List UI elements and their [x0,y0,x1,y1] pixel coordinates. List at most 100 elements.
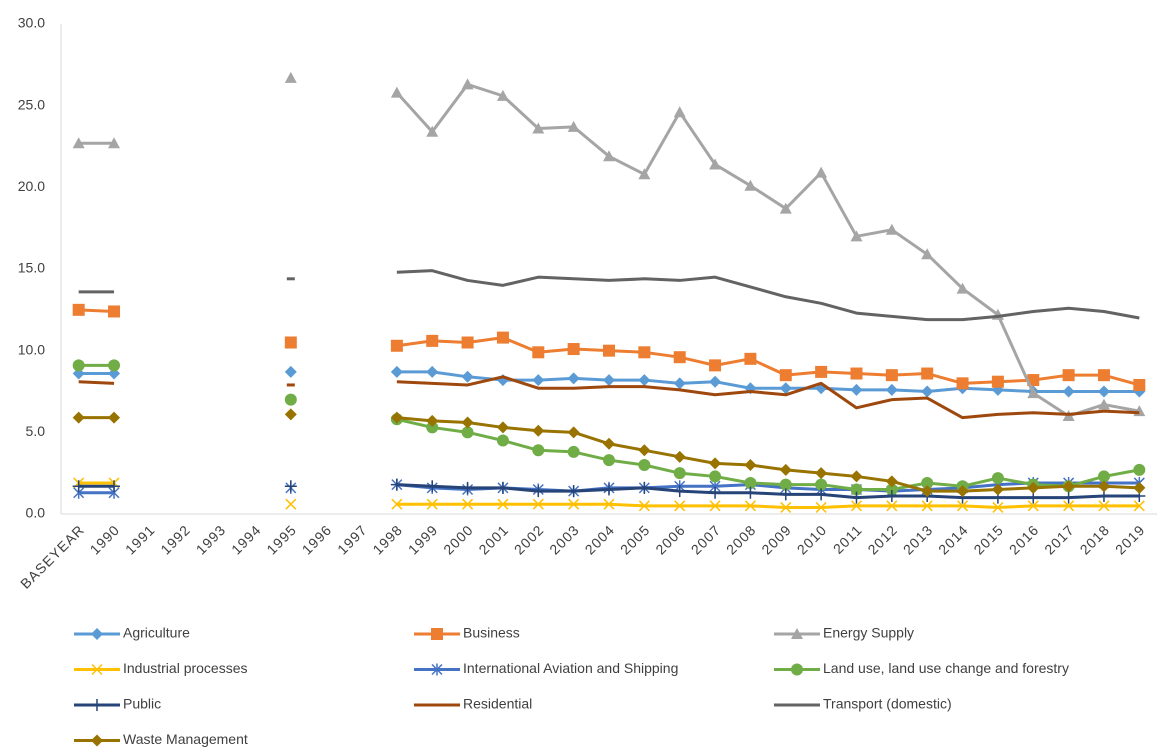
marker [390,339,403,352]
marker [850,500,863,512]
series [72,408,1146,498]
marker [674,500,686,512]
marker [709,500,721,512]
marker [815,501,827,513]
x-tick-label: 2013 [900,521,936,557]
marker [673,450,686,463]
marker [461,426,474,439]
legend-label: Waste Management [123,731,248,747]
series [78,269,1140,322]
marker [284,71,297,83]
marker [496,434,509,447]
marker [567,343,580,356]
marker [426,414,439,427]
legend-item: Residential [414,696,532,712]
x-tick-label: 2008 [723,521,759,557]
x-tick-label: 2019 [1112,521,1148,557]
marker [108,480,121,493]
marker [744,352,757,365]
marker [815,467,828,480]
marker [1097,369,1110,382]
marker [1133,500,1145,512]
marker [885,369,898,382]
marker [461,370,474,383]
marker [850,491,863,504]
marker [956,377,969,390]
marker [284,408,297,421]
marker [1063,500,1075,512]
marker [461,78,474,90]
marker [567,485,580,498]
legend-item: International Aviation and Shipping [414,660,678,676]
marker [638,168,651,180]
marker [991,472,1004,485]
marker [532,485,545,498]
legend-item: Agriculture [74,625,190,641]
x-tick-label: 2018 [1077,521,1113,557]
marker [603,437,615,450]
x-tick-label: 2004 [582,521,618,557]
marker [1133,481,1146,494]
legend-item: Waste Management [74,731,248,747]
marker [673,485,686,498]
marker [461,481,474,494]
marker [390,86,403,98]
marker [850,483,863,496]
x-tick-label: 1998 [369,521,405,557]
marker [426,125,439,137]
marker [815,488,828,501]
legend-item: Public [74,696,161,712]
marker [709,486,722,499]
marker [638,346,651,359]
legend-label: Public [123,696,161,712]
x-tick-label: 2011 [830,521,865,556]
marker [1027,387,1040,399]
marker [921,385,934,398]
marker [567,445,580,458]
marker [956,485,969,498]
marker [431,628,443,640]
x-tick-label: 2009 [758,521,794,557]
marker [72,480,85,493]
marker [638,444,651,457]
marker [108,411,121,424]
marker [567,120,580,132]
legend-label: International Aviation and Shipping [463,660,678,676]
x-tick-label: BASEYEAR [17,521,87,591]
y-tick-label: 0.0 [26,505,46,521]
marker [390,365,403,378]
marker [886,500,898,512]
marker [390,478,403,491]
marker [72,303,85,316]
marker [638,374,651,387]
marker [709,158,722,170]
marker [921,500,933,512]
series-line [78,375,1140,420]
marker [1133,378,1146,391]
y-tick-label: 10.0 [18,341,45,357]
marker [391,498,403,510]
marker [709,470,722,483]
legend-item: Transport (domestic) [774,696,952,712]
x-tick-label: 1999 [405,521,441,557]
legend-item: Industrial processes [74,660,248,676]
x-tick-label: 1990 [87,521,123,557]
legend-label: Transport (domestic) [823,696,952,712]
series [72,71,1146,421]
marker [779,202,792,214]
marker [284,393,297,406]
x-tick-label: 1992 [157,521,193,557]
marker [638,459,651,471]
marker [779,478,792,491]
marker [603,483,615,496]
marker [568,498,580,510]
marker [532,374,545,387]
marker [956,282,969,294]
marker [532,346,545,359]
marker [496,421,509,434]
marker [921,248,934,260]
marker [426,498,438,510]
x-tick-label: 1997 [334,521,370,557]
x-tick-label: 2010 [794,521,830,557]
marker [91,628,103,640]
